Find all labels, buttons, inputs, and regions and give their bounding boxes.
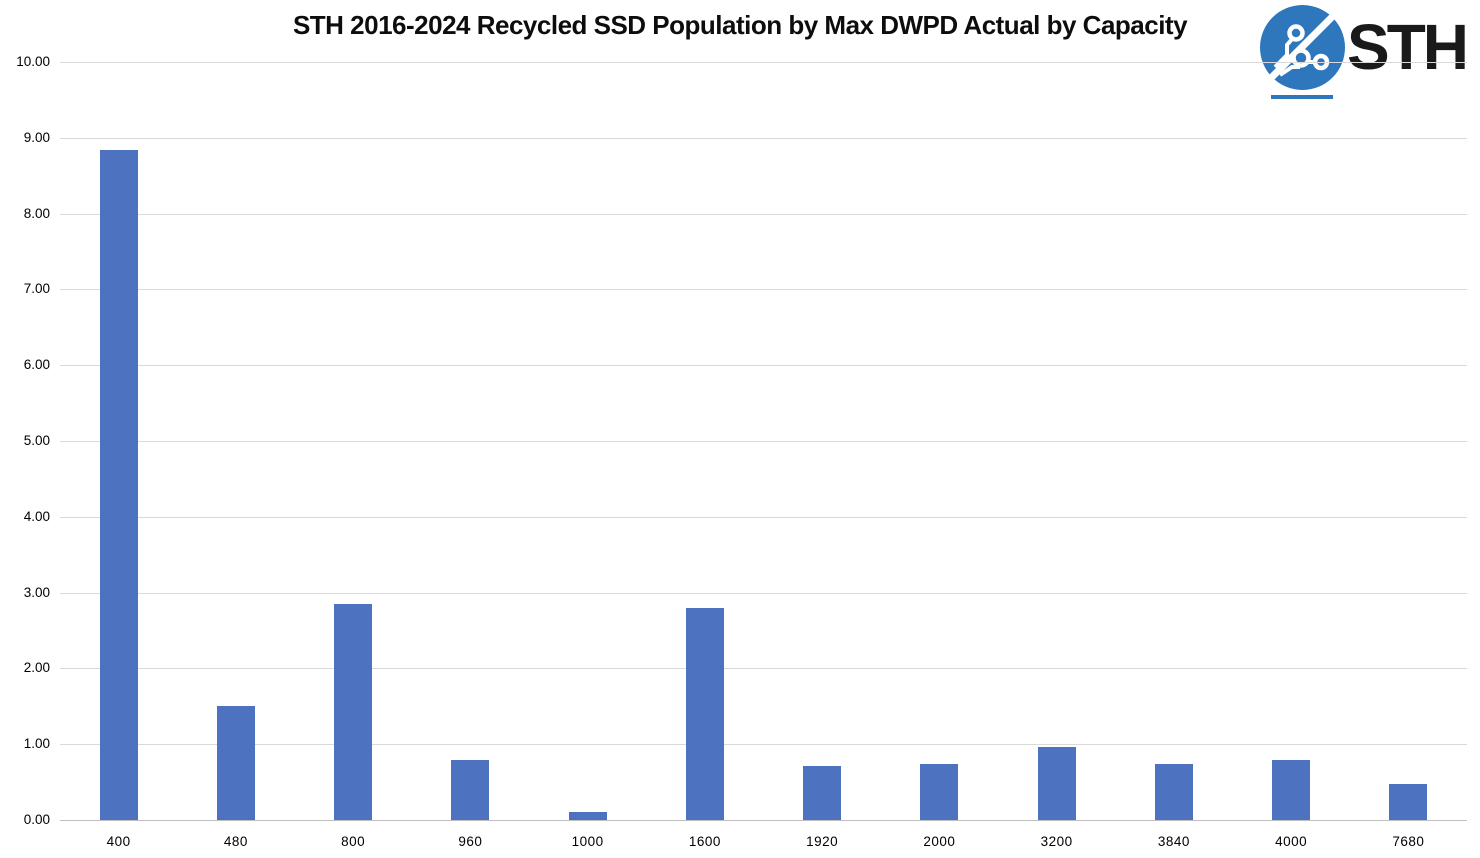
bar-400 — [99, 149, 138, 820]
bar-960 — [451, 760, 490, 820]
bar-1920 — [803, 766, 842, 820]
x-axis-tick-label: 800 — [341, 834, 366, 849]
gridline — [60, 213, 1467, 215]
gridline — [60, 137, 1467, 139]
bar-2000 — [920, 763, 959, 820]
gridline — [60, 516, 1467, 518]
y-axis-tick-label: 10.00 — [16, 54, 50, 69]
y-axis-tick-label: 6.00 — [23, 357, 50, 373]
bar-7680 — [1389, 783, 1428, 820]
bar-1600 — [685, 607, 724, 820]
y-axis-tick-label: 3.00 — [23, 584, 50, 600]
gridline — [60, 441, 1467, 442]
bar-3840 — [1154, 763, 1193, 820]
y-axis-tick-label: 5.00 — [23, 433, 50, 448]
x-axis-tick-label: 3200 — [1040, 834, 1073, 849]
gridline — [60, 744, 1467, 746]
x-axis-tick-label: 1920 — [806, 834, 839, 849]
x-axis-tick-label: 3840 — [1157, 834, 1190, 849]
bar-4000 — [1272, 760, 1311, 820]
gridline — [60, 668, 1467, 670]
x-axis-tick-label: 400 — [106, 834, 131, 849]
x-axis-tick-label: 7680 — [1392, 834, 1425, 849]
x-axis-tick-label: 960 — [458, 834, 483, 849]
y-axis-tick-label: 1.00 — [23, 736, 50, 752]
x-axis-tick-label: 1600 — [688, 834, 721, 849]
gridline — [60, 365, 1467, 367]
x-axis-tick-label: 2000 — [923, 834, 956, 849]
x-axis-tick-label: 480 — [223, 834, 248, 849]
y-axis-tick-label: 4.00 — [23, 508, 50, 524]
chart-title: STH 2016-2024 Recycled SSD Population by… — [292, 10, 1188, 40]
gridline — [60, 592, 1467, 594]
gridline — [60, 62, 1467, 63]
x-axis-tick-label: 1000 — [571, 834, 604, 849]
bar-3200 — [1037, 747, 1076, 820]
y-axis-tick-label: 2.00 — [23, 660, 50, 676]
plot-area — [60, 62, 1467, 821]
sth-logo-text: STH — [1347, 11, 1469, 83]
bar-800 — [334, 603, 373, 820]
bar-1000 — [568, 811, 607, 820]
x-axis-tick-label: 4000 — [1275, 834, 1308, 849]
y-axis-tick-label: 0.00 — [23, 812, 50, 827]
gridline — [60, 289, 1467, 291]
y-axis-tick-label: 9.00 — [23, 129, 50, 145]
bar-480 — [216, 706, 255, 820]
sth-logo-underline — [1271, 95, 1333, 99]
y-axis-tick-label: 7.00 — [23, 281, 50, 297]
y-axis-tick-label: 8.00 — [23, 205, 50, 221]
gridline — [60, 820, 1467, 821]
